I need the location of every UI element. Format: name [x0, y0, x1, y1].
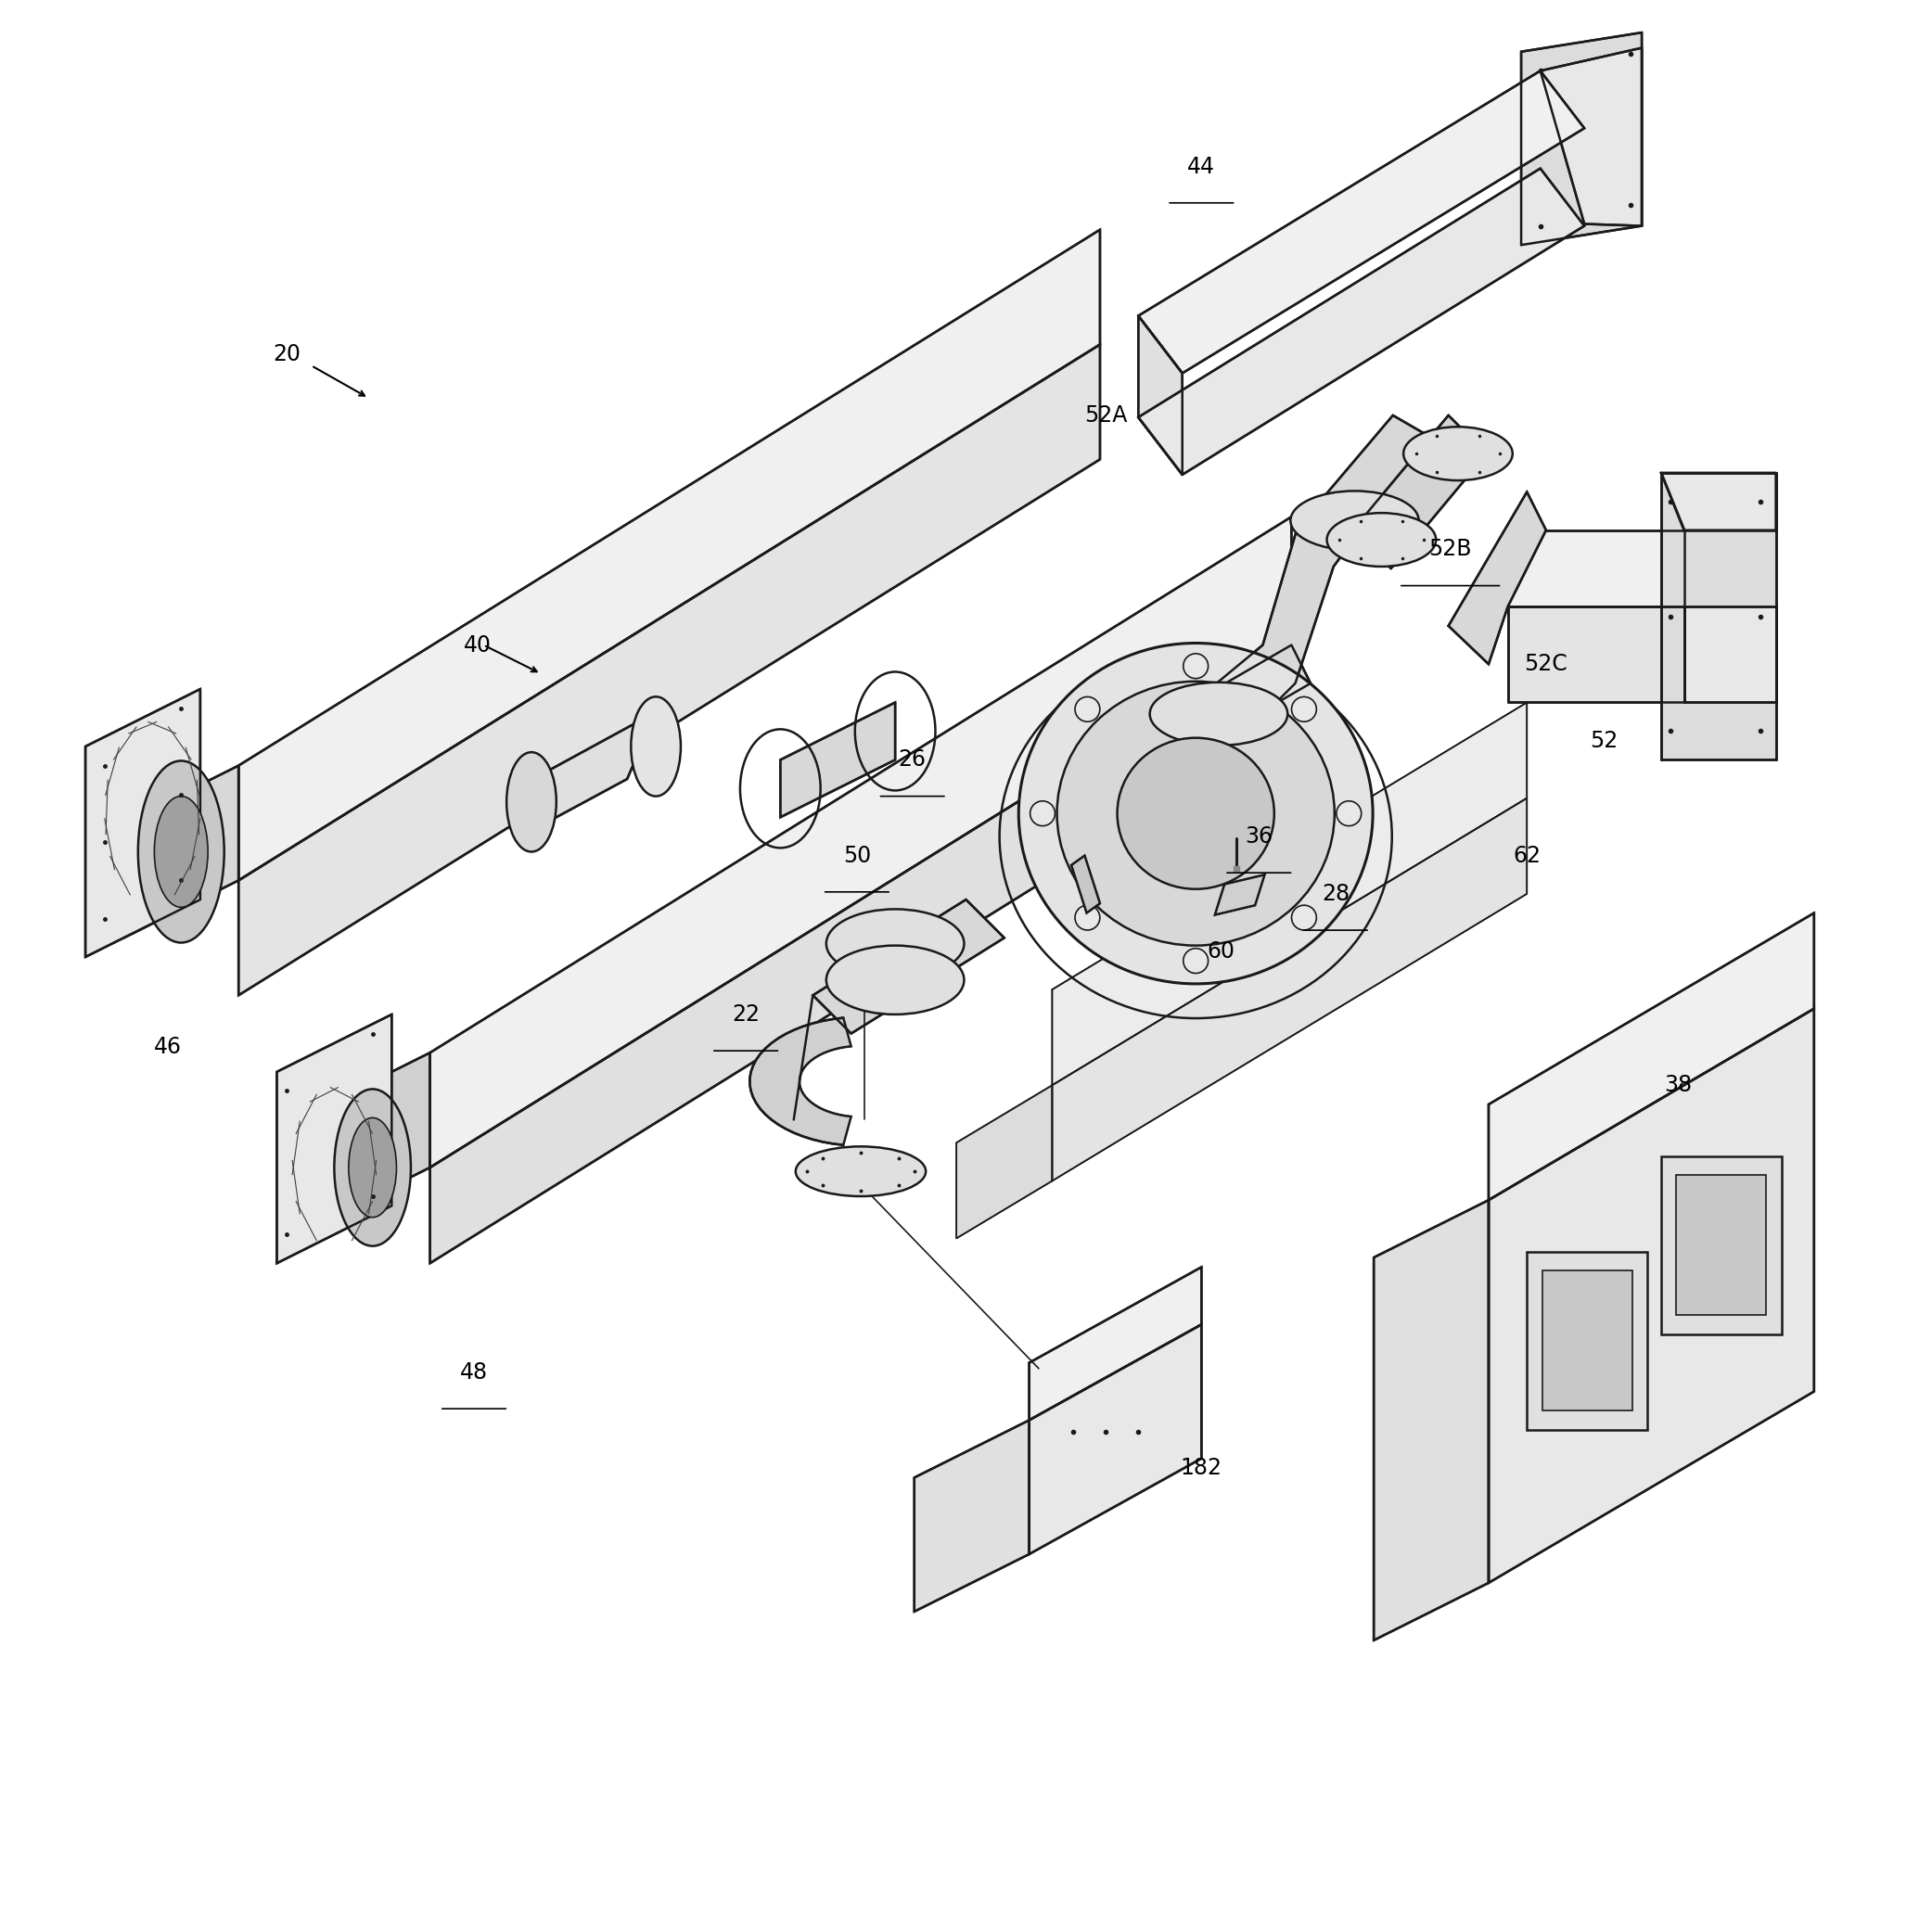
- Polygon shape: [1070, 856, 1099, 913]
- Ellipse shape: [1074, 697, 1099, 722]
- Text: 40: 40: [464, 634, 493, 657]
- Polygon shape: [431, 632, 1291, 1263]
- Polygon shape: [750, 1018, 852, 1145]
- Ellipse shape: [1327, 513, 1435, 567]
- Ellipse shape: [1403, 427, 1513, 480]
- Bar: [1526, 1252, 1648, 1430]
- Ellipse shape: [827, 909, 964, 978]
- Polygon shape: [238, 345, 1099, 995]
- Polygon shape: [813, 900, 1005, 1034]
- Polygon shape: [956, 1085, 1053, 1238]
- Polygon shape: [1196, 415, 1430, 741]
- Polygon shape: [531, 712, 655, 831]
- Polygon shape: [315, 1053, 431, 1225]
- Polygon shape: [431, 517, 1291, 1168]
- Polygon shape: [1196, 645, 1310, 739]
- Polygon shape: [1030, 1267, 1202, 1420]
- Bar: [1677, 1175, 1766, 1315]
- Polygon shape: [1053, 702, 1526, 1085]
- Ellipse shape: [632, 697, 680, 796]
- Text: 20: 20: [272, 343, 299, 366]
- Polygon shape: [1352, 415, 1488, 568]
- Text: 36: 36: [1244, 825, 1273, 848]
- Polygon shape: [238, 230, 1099, 880]
- Polygon shape: [1053, 798, 1526, 1181]
- Polygon shape: [1215, 875, 1265, 915]
- Text: 62: 62: [1513, 844, 1542, 867]
- Polygon shape: [85, 689, 201, 957]
- Polygon shape: [781, 702, 895, 817]
- Polygon shape: [1662, 473, 1776, 760]
- Text: 50: 50: [842, 844, 871, 867]
- Polygon shape: [1490, 913, 1814, 1200]
- Polygon shape: [1685, 607, 1776, 702]
- Ellipse shape: [506, 752, 556, 852]
- Ellipse shape: [155, 796, 209, 907]
- Polygon shape: [914, 1420, 1030, 1612]
- Ellipse shape: [1117, 739, 1275, 888]
- Ellipse shape: [334, 1089, 412, 1246]
- Polygon shape: [1138, 168, 1584, 475]
- Ellipse shape: [1293, 697, 1316, 722]
- Polygon shape: [124, 766, 238, 938]
- Polygon shape: [1374, 1200, 1490, 1640]
- Ellipse shape: [1337, 802, 1362, 827]
- Text: 52B: 52B: [1430, 538, 1472, 561]
- Ellipse shape: [1182, 949, 1208, 974]
- Bar: [1542, 1271, 1633, 1411]
- Polygon shape: [1449, 492, 1546, 664]
- Ellipse shape: [348, 1118, 396, 1217]
- Ellipse shape: [1150, 683, 1287, 746]
- Polygon shape: [1138, 316, 1182, 475]
- Text: 48: 48: [460, 1361, 489, 1384]
- Polygon shape: [1507, 607, 1685, 702]
- Text: 46: 46: [155, 1035, 182, 1058]
- Ellipse shape: [1030, 802, 1055, 827]
- Ellipse shape: [796, 1146, 925, 1196]
- Polygon shape: [276, 1014, 392, 1263]
- Ellipse shape: [1018, 643, 1374, 984]
- Ellipse shape: [1291, 492, 1418, 551]
- Ellipse shape: [1182, 655, 1208, 679]
- Polygon shape: [1138, 71, 1584, 373]
- Polygon shape: [1030, 1324, 1202, 1554]
- Text: 38: 38: [1663, 1074, 1692, 1097]
- Polygon shape: [1490, 1009, 1814, 1583]
- Ellipse shape: [827, 946, 964, 1014]
- Text: 52C: 52C: [1524, 653, 1567, 676]
- Polygon shape: [1520, 33, 1642, 245]
- Bar: [1662, 1156, 1781, 1334]
- Polygon shape: [1540, 48, 1642, 226]
- Ellipse shape: [1293, 905, 1316, 930]
- Text: 22: 22: [732, 1003, 759, 1026]
- Ellipse shape: [1074, 905, 1099, 930]
- Polygon shape: [1507, 530, 1685, 607]
- Text: 52: 52: [1590, 729, 1617, 752]
- Text: 28: 28: [1321, 882, 1349, 905]
- Ellipse shape: [137, 760, 224, 942]
- Text: 26: 26: [898, 748, 925, 771]
- Text: 182: 182: [1180, 1457, 1223, 1480]
- Text: 52A: 52A: [1084, 404, 1126, 427]
- Polygon shape: [1662, 473, 1776, 530]
- Text: 44: 44: [1188, 155, 1215, 178]
- Text: 60: 60: [1208, 940, 1235, 963]
- Ellipse shape: [1057, 681, 1335, 946]
